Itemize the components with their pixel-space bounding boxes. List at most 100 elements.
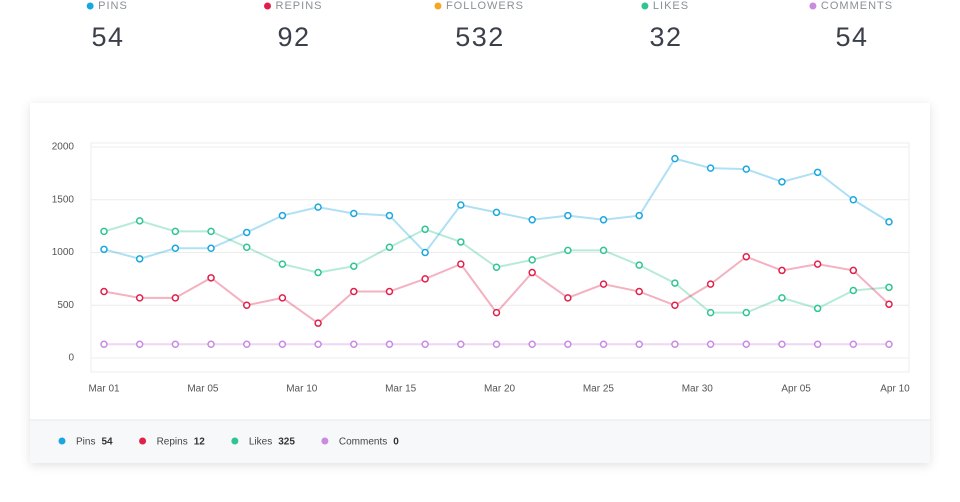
data-point	[706, 164, 715, 172]
stat-label: LIKES	[653, 0, 689, 12]
data-point	[350, 287, 358, 296]
data-point	[135, 255, 144, 263]
data-point	[742, 308, 751, 317]
data-point	[528, 256, 536, 264]
data-point	[849, 266, 858, 275]
data-point	[100, 245, 108, 254]
data-point	[171, 340, 180, 349]
data-point	[421, 248, 429, 257]
legend-band	[30, 420, 930, 463]
legend-total: 0	[393, 437, 399, 448]
data-point	[564, 246, 572, 255]
data-point	[564, 211, 572, 220]
data-point	[671, 340, 679, 349]
legend-name: Likes	[249, 437, 272, 448]
data-point	[492, 208, 501, 217]
data-point	[599, 340, 608, 349]
stat-value: 532	[455, 22, 505, 52]
data-point	[135, 217, 144, 225]
data-point	[421, 275, 429, 283]
data-point	[242, 243, 251, 251]
legend-dot	[321, 437, 329, 445]
stat-value: 92	[277, 22, 310, 52]
legend-name: Pins	[76, 437, 95, 448]
data-point	[350, 340, 358, 349]
stat-dot	[809, 2, 817, 10]
legend-dot	[139, 437, 147, 445]
data-point	[171, 244, 180, 253]
data-point	[635, 261, 643, 269]
data-point	[885, 283, 893, 292]
data-point	[314, 340, 322, 349]
stat-value: 54	[91, 22, 124, 52]
data-point	[599, 246, 608, 255]
data-point	[278, 294, 287, 302]
x-tick-label: Mar 20	[484, 384, 516, 395]
data-point	[742, 165, 751, 173]
legend-dot	[58, 437, 66, 445]
data-point	[813, 260, 822, 268]
data-point	[813, 168, 822, 177]
stat-value: 32	[649, 22, 682, 52]
data-point	[528, 268, 536, 277]
data-point	[885, 300, 893, 308]
stat-value: 54	[835, 22, 868, 52]
data-point	[171, 227, 180, 236]
data-point	[635, 211, 643, 220]
stat-dot	[434, 2, 442, 10]
data-point	[778, 294, 786, 302]
stat-label: REPINS	[276, 0, 323, 12]
data-point	[457, 201, 465, 209]
data-point	[849, 340, 858, 349]
x-tick-label: Mar 15	[385, 384, 417, 395]
data-point	[599, 280, 608, 288]
plot-frame	[90, 142, 910, 373]
legend-total: 12	[194, 437, 206, 448]
data-point	[457, 340, 465, 349]
data-point	[778, 266, 786, 275]
data-point	[135, 340, 144, 349]
data-point	[457, 238, 465, 246]
stat-label: PINS	[98, 0, 128, 12]
data-point	[207, 227, 215, 236]
data-point	[706, 308, 715, 317]
data-point	[671, 154, 679, 163]
x-tick-label: Mar 01	[88, 384, 120, 395]
data-point	[849, 286, 858, 295]
data-point	[885, 218, 893, 226]
legend-name: Comments	[339, 437, 387, 448]
data-point	[385, 243, 394, 251]
data-point	[492, 308, 501, 317]
data-point	[385, 211, 394, 220]
data-point	[528, 216, 536, 224]
stat-dot	[86, 2, 94, 10]
stat-label: FOLLOWERS	[446, 0, 524, 12]
data-point	[207, 340, 215, 349]
data-point	[100, 227, 108, 236]
data-point	[457, 260, 465, 268]
data-point	[278, 340, 287, 349]
data-point	[421, 225, 429, 234]
data-point	[385, 340, 394, 349]
legend-total: 54	[101, 437, 113, 448]
data-point	[564, 340, 572, 349]
data-point	[385, 287, 394, 296]
data-point	[564, 294, 572, 302]
legend-total: 325	[278, 437, 295, 448]
data-point	[171, 294, 180, 302]
stat-dot	[264, 2, 272, 10]
data-point	[242, 340, 251, 349]
x-tick-label: Mar 25	[583, 384, 615, 395]
data-point	[421, 340, 429, 349]
data-point	[813, 340, 822, 349]
data-point	[849, 196, 858, 204]
data-point	[635, 287, 643, 296]
data-point	[528, 340, 536, 349]
data-point	[813, 304, 822, 313]
y-tick-label: 1500	[52, 194, 75, 205]
data-point	[278, 211, 287, 220]
data-point	[599, 216, 608, 224]
data-point	[492, 340, 501, 349]
data-point	[100, 340, 108, 349]
data-point	[778, 178, 786, 186]
